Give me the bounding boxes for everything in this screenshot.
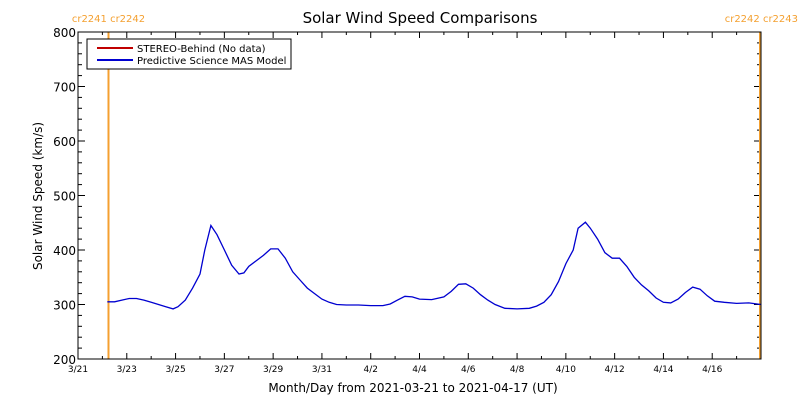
x-axis-label: Month/Day from 2021-03-21 to 2021-04-17 … [268,381,557,395]
y-tick-label: 300 [53,299,76,313]
y-tick-label: 400 [53,244,76,258]
carrington-marker-label: cr2242 cr2243 [725,14,798,25]
x-tick-label: 3/25 [165,365,185,375]
x-tick-label: 3/29 [263,365,283,375]
legend-box [86,38,292,70]
x-tick-label: 4/14 [653,365,673,375]
legend-label-mas-model: Predictive Science MAS Model [137,56,286,67]
y-tick-label: 600 [53,135,76,149]
x-tick-label: 3/21 [68,365,88,375]
legend: STEREO-Behind (No data) Predictive Scien… [86,38,292,70]
x-tick-label: 3/23 [117,365,137,375]
x-tick-label: 4/10 [556,365,576,375]
x-tick-label: 4/6 [461,365,476,375]
y-tick-label: 700 [53,81,76,95]
plot-frame [77,31,762,360]
y-tick-label: 800 [53,26,76,40]
y-tick-label: 200 [53,353,76,367]
chart-title: Solar Wind Speed Comparisons [303,9,538,27]
x-tick-label: 4/12 [605,365,625,375]
x-tick-label: 4/8 [510,365,525,375]
y-tick-label: 500 [53,190,76,204]
x-tick-label: 3/27 [214,365,234,375]
y-axis-ticks: 200 300 400 500 600 700 800 [53,26,761,367]
x-tick-label: 4/4 [412,365,427,375]
x-tick-label: 3/31 [312,365,332,375]
x-tick-label: 4/2 [363,365,377,375]
legend-label-stereo-behind: STEREO-Behind (No data) [137,44,266,55]
y-axis-label: Solar Wind Speed (km/s) [31,122,45,270]
x-tick-label: 4/16 [702,365,722,375]
series-line-mas-model [107,221,762,310]
x-axis-ticks: 3/21 3/23 3/25 3/27 3/29 3/31 4/2 4/4 4/6 4/8 4/10… [68,32,738,375]
carrington-marker-label: cr2241 cr2242 [72,14,145,25]
series-layer [107,221,762,310]
